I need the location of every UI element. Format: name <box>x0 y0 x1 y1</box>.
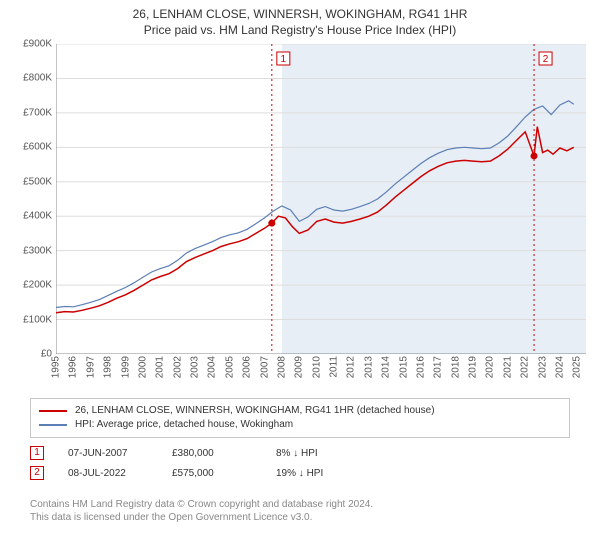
x-tick-label: 2005 <box>224 356 235 378</box>
x-tick-label: 2020 <box>485 356 496 378</box>
markers-table: 1 07-JUN-2007 £380,000 8% ↓ HPI 2 08-JUL… <box>30 440 570 486</box>
y-tick-label: £200K <box>23 280 52 291</box>
x-tick-label: 2012 <box>346 356 357 378</box>
y-axis: £0£100K£200K£300K£400K£500K£600K£700K£80… <box>0 44 56 354</box>
x-tick-label: 2025 <box>572 356 583 378</box>
marker-row-2: 2 08-JUL-2022 £575,000 19% ↓ HPI <box>30 466 570 480</box>
marker-price-1: £380,000 <box>172 448 252 459</box>
x-tick-label: 1999 <box>120 356 131 378</box>
plot-svg: 12 <box>56 44 586 354</box>
marker-date-1: 07-JUN-2007 <box>68 448 148 459</box>
x-tick-label: 2006 <box>242 356 253 378</box>
x-tick-label: 2023 <box>537 356 548 378</box>
legend-swatch-blue <box>39 424 67 426</box>
y-tick-label: £700K <box>23 107 52 118</box>
x-tick-label: 2014 <box>381 356 392 378</box>
y-tick-label: £300K <box>23 245 52 256</box>
x-tick-label: 2021 <box>502 356 513 378</box>
marker-price-2: £575,000 <box>172 468 252 479</box>
x-tick-label: 2009 <box>294 356 305 378</box>
x-tick-label: 2010 <box>311 356 322 378</box>
x-tick-label: 2002 <box>172 356 183 378</box>
x-tick-label: 2024 <box>554 356 565 378</box>
title-address: 26, LENHAM CLOSE, WINNERSH, WOKINGHAM, R… <box>10 6 590 22</box>
y-tick-label: £500K <box>23 176 52 187</box>
marker-rel-2: 19% ↓ HPI <box>276 468 356 479</box>
x-tick-label: 1997 <box>85 356 96 378</box>
x-tick-label: 2018 <box>450 356 461 378</box>
chart-area: £0£100K£200K£300K£400K£500K£600K£700K£80… <box>0 44 600 394</box>
x-axis: 1995199619971998199920002001200220032004… <box>56 356 586 394</box>
marker-badge-1: 1 <box>30 446 44 460</box>
legend-label-red: 26, LENHAM CLOSE, WINNERSH, WOKINGHAM, R… <box>75 404 435 418</box>
x-tick-label: 1998 <box>103 356 114 378</box>
y-tick-label: £900K <box>23 39 52 50</box>
marker-date-2: 08-JUL-2022 <box>68 468 148 479</box>
x-tick-label: 2019 <box>468 356 479 378</box>
x-tick-label: 2004 <box>207 356 218 378</box>
legend: 26, LENHAM CLOSE, WINNERSH, WOKINGHAM, R… <box>30 398 570 438</box>
x-tick-label: 2022 <box>520 356 531 378</box>
chart-title: 26, LENHAM CLOSE, WINNERSH, WOKINGHAM, R… <box>0 0 600 40</box>
x-tick-label: 2016 <box>415 356 426 378</box>
x-tick-label: 1996 <box>68 356 79 378</box>
legend-row-red: 26, LENHAM CLOSE, WINNERSH, WOKINGHAM, R… <box>39 404 561 418</box>
attribution: Contains HM Land Registry data © Crown c… <box>30 498 570 524</box>
svg-text:2: 2 <box>543 54 549 65</box>
attribution-line2: This data is licensed under the Open Gov… <box>30 511 570 524</box>
legend-swatch-red <box>39 410 67 412</box>
marker-badge-2: 2 <box>30 466 44 480</box>
x-tick-label: 2008 <box>276 356 287 378</box>
legend-label-blue: HPI: Average price, detached house, Woki… <box>75 418 293 432</box>
x-tick-label: 2003 <box>190 356 201 378</box>
y-tick-label: £400K <box>23 211 52 222</box>
marker-rel-1: 8% ↓ HPI <box>276 448 356 459</box>
y-tick-label: £100K <box>23 314 52 325</box>
x-tick-label: 2017 <box>433 356 444 378</box>
legend-row-blue: HPI: Average price, detached house, Woki… <box>39 418 561 432</box>
attribution-line1: Contains HM Land Registry data © Crown c… <box>30 498 570 511</box>
title-subtitle: Price paid vs. HM Land Registry's House … <box>10 22 590 38</box>
x-tick-label: 2013 <box>363 356 374 378</box>
x-tick-label: 2000 <box>137 356 148 378</box>
y-tick-label: £800K <box>23 73 52 84</box>
x-tick-label: 2011 <box>329 356 340 378</box>
x-tick-label: 2015 <box>398 356 409 378</box>
plot-area: 12 <box>56 44 586 354</box>
marker-row-1: 1 07-JUN-2007 £380,000 8% ↓ HPI <box>30 446 570 460</box>
svg-text:1: 1 <box>281 54 287 65</box>
x-tick-label: 1995 <box>51 356 62 378</box>
y-tick-label: £600K <box>23 142 52 153</box>
x-tick-label: 2001 <box>155 356 166 378</box>
x-tick-label: 2007 <box>259 356 270 378</box>
